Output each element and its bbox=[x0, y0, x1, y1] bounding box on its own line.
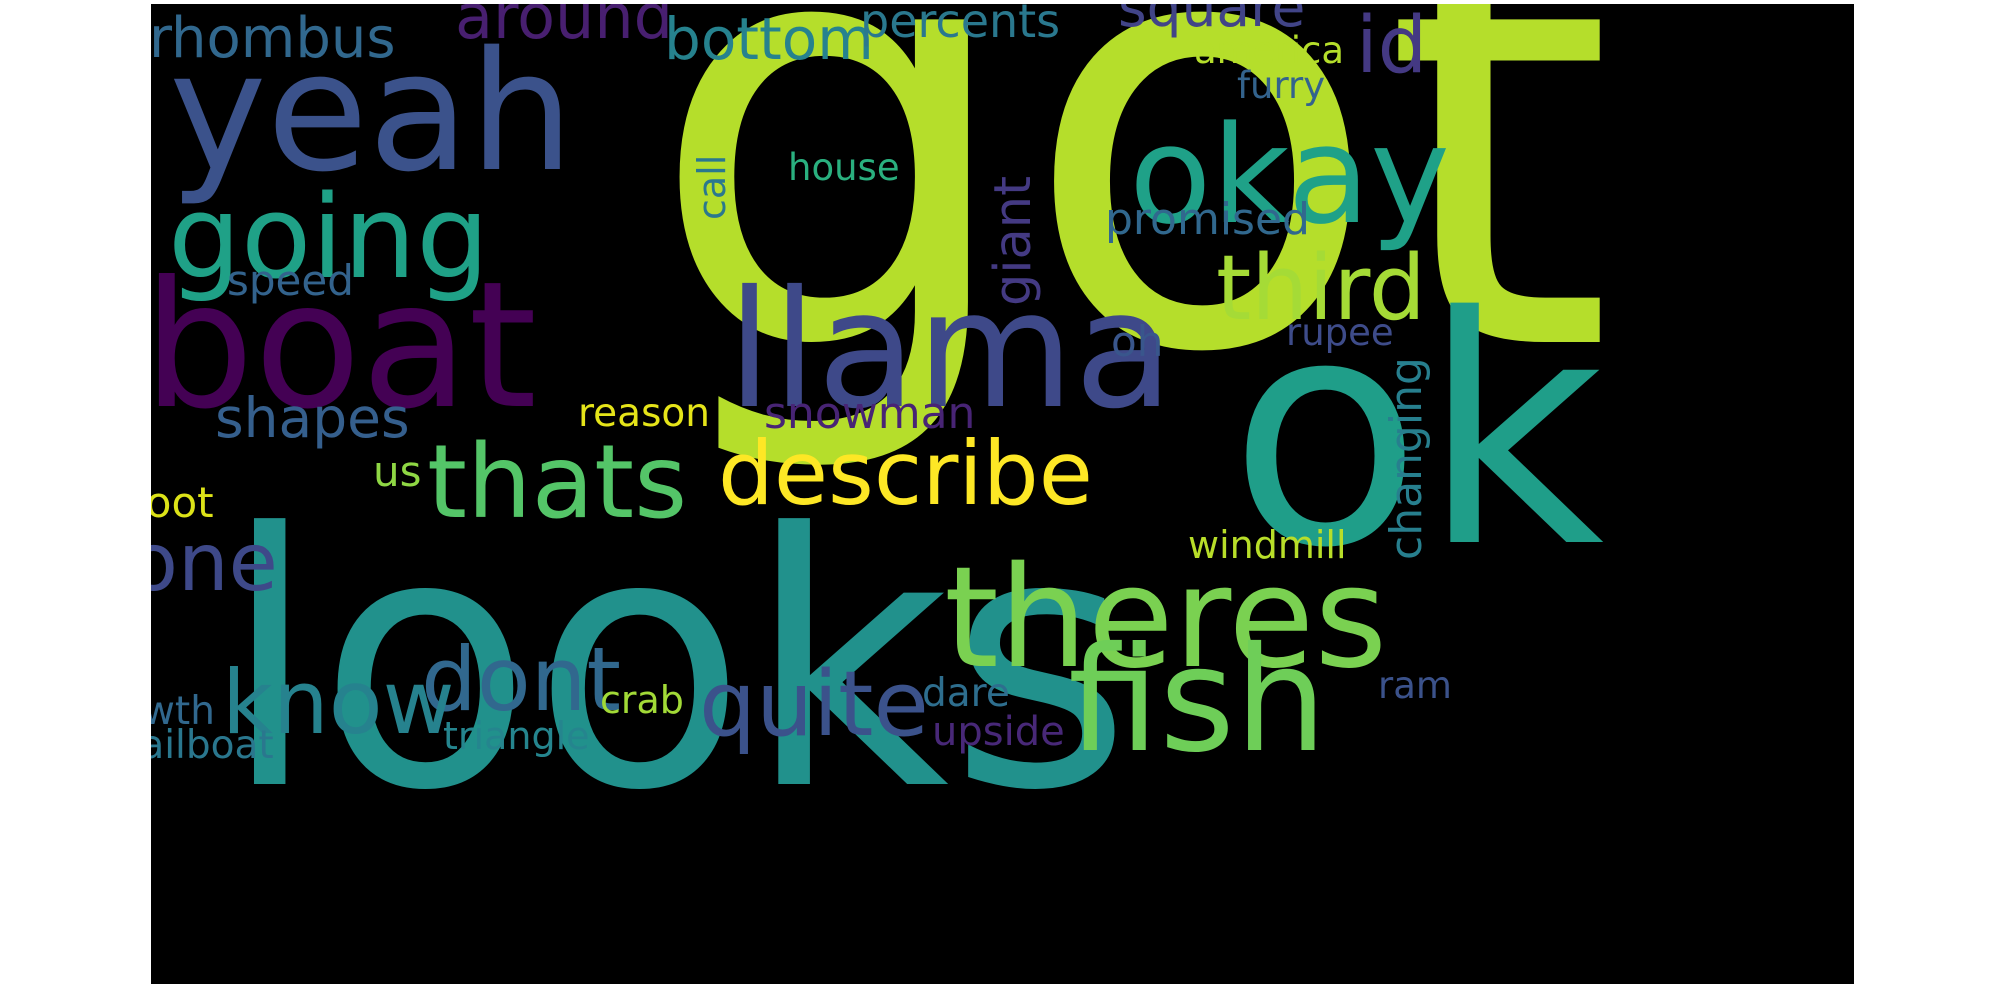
word-llama: llama bbox=[727, 257, 1174, 445]
word-us: us bbox=[373, 447, 422, 496]
word-id: id bbox=[1356, 4, 1428, 91]
word-rhombus: rhombus bbox=[151, 6, 396, 71]
word-shapes: shapes bbox=[215, 386, 410, 450]
word-speed: speed bbox=[227, 256, 354, 305]
word-call: call bbox=[690, 154, 734, 220]
word-looks: looks bbox=[221, 459, 1132, 867]
word-theres: theres bbox=[944, 537, 1388, 700]
word-boat: boat bbox=[151, 245, 538, 448]
word-crab: crab bbox=[600, 678, 684, 722]
word-furry: furry bbox=[1237, 64, 1326, 107]
word-okay: okay bbox=[1129, 97, 1451, 254]
word-wth: wth bbox=[151, 689, 215, 734]
word-promised: promised bbox=[1105, 194, 1310, 245]
word-around: around bbox=[455, 4, 673, 53]
word-know: know bbox=[222, 651, 455, 754]
word-sailboat: sailboat bbox=[151, 723, 274, 768]
word-triangle: triangle bbox=[443, 714, 590, 758]
word-rupee: rupee bbox=[1286, 311, 1394, 354]
word-reason: reason bbox=[578, 391, 710, 436]
word-describe: describe bbox=[718, 422, 1093, 525]
word-snowman: snowman bbox=[764, 388, 976, 439]
word-upside: upside bbox=[932, 709, 1065, 755]
word-house: house bbox=[788, 146, 900, 189]
word-got: got bbox=[647, 4, 1614, 482]
word-fish: fish bbox=[1068, 616, 1327, 785]
word-third: third bbox=[1216, 236, 1426, 341]
word-foot: foot bbox=[151, 478, 214, 527]
word-thats: thats bbox=[427, 423, 688, 542]
word-oh: oh bbox=[1111, 317, 1164, 366]
word-giant: giant bbox=[984, 175, 1043, 306]
word-quite: quite bbox=[699, 652, 929, 757]
word-cloud-canvas: got looks ok yeah boat llama okay theres… bbox=[151, 4, 1854, 984]
word-ram: ram bbox=[1378, 664, 1452, 707]
word-dont: dont bbox=[421, 628, 621, 731]
word-america: america bbox=[1194, 29, 1344, 72]
word-yeah: yeah bbox=[169, 16, 574, 208]
word-one: one bbox=[151, 516, 278, 609]
word-square: square bbox=[1118, 4, 1306, 39]
word-windmill: windmill bbox=[1188, 523, 1347, 567]
word-going: going bbox=[168, 171, 490, 305]
word-bottom: bottom bbox=[664, 5, 874, 73]
word-dare: dare bbox=[922, 671, 1010, 716]
word-ok: ok bbox=[1229, 251, 1605, 617]
word-changing: changing bbox=[1381, 357, 1432, 560]
word-percents: percents bbox=[860, 4, 1061, 48]
